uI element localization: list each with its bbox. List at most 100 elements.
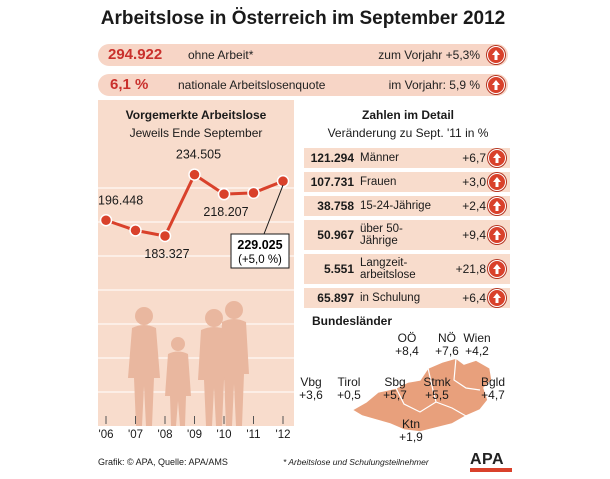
state-name: Wien: [463, 331, 491, 345]
states-heading: Bundesländer: [312, 314, 393, 328]
detail-change: +9,4: [462, 228, 486, 242]
state-value: +5,5: [425, 388, 449, 402]
state-value: +4,2: [465, 344, 489, 358]
state-name: Ktn: [401, 417, 420, 431]
state-value: +3,6: [299, 388, 323, 402]
callout-leader: [263, 184, 284, 235]
detail-row: 38.758 15-24-Jährige +2,4: [304, 196, 510, 216]
page-title: Arbeitslose in Österreich im September 2…: [100, 8, 506, 29]
data-point: [276, 174, 290, 188]
up-arrow-icon: [487, 76, 505, 94]
austria-map-icon: [350, 357, 493, 433]
people-silhouettes-icon: [128, 301, 249, 426]
detail-change: +3,0: [462, 175, 486, 189]
data-label: 183.327: [144, 247, 189, 261]
state-value: +7,6: [435, 344, 459, 358]
callout: 229.025 (+5,0 %): [230, 184, 290, 269]
x-tick-label: '09: [187, 429, 202, 441]
data-point: [129, 224, 142, 237]
gridlines: [98, 187, 294, 393]
up-arrow-icon: [488, 289, 506, 307]
footer-note: * Arbeitslose und Schulungsteilnehmer: [283, 457, 429, 467]
detail-number: 107.731: [310, 175, 354, 189]
data-point: [188, 168, 201, 181]
summary-desc: nationale Arbeitslosenquote: [178, 78, 326, 92]
state-name: Sbg: [384, 375, 406, 389]
state-value: +1,9: [399, 430, 423, 444]
data-label: 234.505: [176, 148, 221, 162]
data-point: [217, 187, 231, 201]
detail-change: +2,4: [462, 199, 486, 213]
detail-number: 50.967: [317, 228, 354, 242]
detail-number: 5.551: [323, 262, 354, 276]
state-label: Sbg +5,7: [378, 376, 412, 402]
data-label: 218.207: [203, 205, 248, 219]
details-heading: Zahlen im Detail: [361, 108, 455, 122]
x-tick-label: '12: [276, 429, 291, 441]
detail-label: in Schulung: [360, 292, 421, 304]
data-label: 196.448: [98, 193, 143, 207]
summary-desc: ohne Arbeit*: [188, 48, 254, 62]
detail-change: +6,7: [462, 151, 486, 165]
detail-change: +6,4: [462, 291, 486, 305]
up-arrow-icon: [488, 149, 506, 167]
footer-source: Grafik: © APA, Quelle: APA/AMS: [98, 457, 228, 467]
up-arrow-icon: [488, 260, 506, 278]
state-value: +5,7: [383, 388, 407, 402]
detail-label: 15-24-Jährige: [360, 200, 431, 212]
detail-number: 121.294: [310, 151, 354, 165]
apa-logo: APA: [470, 451, 505, 468]
data-point: [99, 214, 113, 227]
state-label: Vbg +3,6: [294, 376, 328, 402]
state-name: Stmk: [423, 375, 451, 389]
state-name: Bgld: [480, 375, 506, 389]
detail-row: 121.294 Männer +6,7: [304, 148, 510, 168]
detail-change: +21,8: [455, 262, 486, 276]
callout-box: [230, 233, 290, 269]
summary-rate: 6,1 % nationale Arbeitslosenquote im Vor…: [98, 74, 508, 96]
detail-label: Männer: [360, 152, 399, 164]
apa-logo-bar: [470, 468, 512, 472]
summary-value: 294.922: [108, 46, 163, 63]
state-label: NÖ +7,6: [430, 332, 464, 358]
state-name: OÖ: [397, 331, 417, 345]
data-point: [247, 186, 260, 200]
state-label: OÖ +8,4: [390, 332, 424, 358]
detail-number: 65.897: [317, 291, 354, 305]
summary-value: 6,1 %: [110, 76, 149, 93]
detail-row: 50.967 über 50- Jährige +9,4: [304, 220, 510, 250]
chart-subtitle: Jeweils Ende September: [129, 126, 263, 140]
state-label: Ktn +1,9: [394, 418, 428, 444]
state-name: NÖ: [438, 331, 456, 345]
detail-row: 65.897 in Schulung +6,4: [304, 288, 510, 308]
state-label: Bgld +4,7: [476, 376, 510, 402]
summary-compare: im Vorjahr: 5,9 %: [388, 78, 480, 92]
state-label: Wien +4,2: [460, 332, 494, 358]
state-name: Vbg: [300, 375, 322, 389]
detail-label: Frauen: [360, 176, 397, 188]
detail-label: über 50- Jährige: [360, 223, 403, 247]
details-subheading: Veränderung zu Sept. '11 in %: [327, 126, 489, 140]
state-value: +8,4: [395, 344, 419, 358]
up-arrow-icon: [488, 197, 506, 215]
detail-label: Langzeit-arbeitslose: [360, 257, 416, 281]
state-value: +0,5: [337, 388, 361, 402]
summary-unemployed: 294.922 ohne Arbeit* zum Vorjahr +5,3%: [98, 44, 508, 66]
x-tick-label: '10: [217, 429, 232, 441]
x-tick-label: '08: [158, 429, 173, 441]
callout-change: (+5,0 %): [238, 254, 282, 266]
up-arrow-icon: [488, 226, 506, 244]
state-label: Stmk +5,5: [420, 376, 454, 402]
line-chart: '06 '07 '08 '09 '10 '11 '12 196.448 183.327 234.…: [98, 148, 294, 441]
x-tick-label: '07: [128, 429, 143, 441]
detail-row: 107.731 Frauen +3,0: [304, 172, 510, 192]
state-label: Tirol +0,5: [332, 376, 366, 402]
up-arrow-icon: [488, 173, 506, 191]
state-value: +4,7: [481, 388, 505, 402]
summary-compare: zum Vorjahr +5,3%: [378, 48, 480, 62]
detail-row: 5.551 Langzeit-arbeitslose +21,8: [304, 254, 510, 284]
chart-title: Vorgemerkte Arbeitslose: [125, 108, 267, 122]
data-point: [158, 229, 172, 243]
callout-value: 229.025: [237, 238, 282, 252]
up-arrow-icon: [487, 46, 505, 64]
